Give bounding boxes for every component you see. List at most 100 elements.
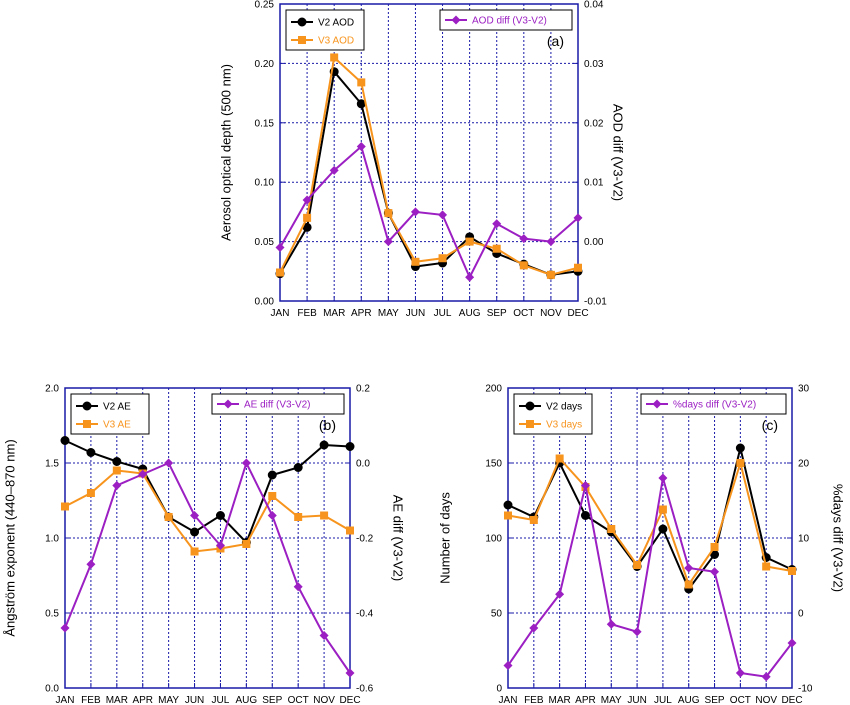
data-point bbox=[319, 440, 329, 450]
x-tick-label: MAR bbox=[323, 308, 345, 319]
x-tick-label: AUG bbox=[236, 695, 258, 705]
panel-label: (b) bbox=[319, 417, 336, 433]
data-point bbox=[410, 207, 420, 217]
y-tick-label: 50 bbox=[491, 609, 503, 620]
data-point bbox=[492, 244, 501, 253]
legend-label: AOD diff (V3-V2) bbox=[472, 16, 547, 27]
y2-tick-label: 10 bbox=[798, 534, 810, 545]
chart-panel-c: JAN FEB MAR APR MAY JUN JUL AUG SEP OCT NOV DEC 0 50 1… bbox=[438, 384, 846, 705]
x-tick-label: OCT bbox=[730, 695, 751, 705]
data-point bbox=[275, 243, 285, 253]
data-point bbox=[267, 470, 277, 480]
series-line bbox=[279, 69, 579, 276]
y2-tick-label: 20 bbox=[798, 459, 810, 470]
legend-marker bbox=[652, 399, 662, 409]
y-tick-label: 0.00 bbox=[255, 297, 275, 308]
data-point bbox=[503, 661, 513, 670]
legend-label: V2 days bbox=[546, 402, 582, 413]
legend-label: V2 AOD bbox=[318, 18, 354, 29]
data-point bbox=[710, 543, 719, 551]
y2-tick-label: -10 bbox=[798, 684, 813, 695]
data-point bbox=[190, 527, 200, 537]
y2-axis-title: AOD diff (V3-V2) bbox=[610, 104, 625, 201]
y2-tick-label: 0 bbox=[798, 609, 804, 620]
data-point bbox=[294, 513, 303, 521]
legend-box bbox=[640, 393, 787, 415]
y-tick-label: 0.5 bbox=[45, 609, 59, 620]
x-tick-label: DEC bbox=[781, 695, 802, 705]
y2-tick-label: 0.02 bbox=[584, 118, 604, 129]
grid bbox=[280, 4, 578, 301]
data-point bbox=[60, 436, 70, 445]
x-tick-label: DEC bbox=[567, 308, 588, 319]
y2-tick-label: 0.03 bbox=[584, 59, 604, 70]
data-point bbox=[345, 442, 355, 451]
data-point bbox=[303, 213, 312, 222]
x-tick-label: APR bbox=[575, 695, 596, 705]
y2-tick-label: 30 bbox=[798, 384, 810, 395]
data-point bbox=[580, 511, 590, 520]
y-axis-title: Aerosol optical depth (500 nm) bbox=[219, 64, 234, 241]
data-point bbox=[293, 463, 303, 472]
y-tick-label: 1.5 bbox=[45, 459, 59, 470]
y2-axis-title: AE diff (V3-V2) bbox=[390, 495, 405, 581]
x-tick-label: NOV bbox=[755, 695, 777, 705]
data-point bbox=[330, 53, 339, 62]
series-aod-diff-v3-v2- bbox=[275, 142, 583, 282]
data-point bbox=[465, 237, 474, 246]
legend-marker bbox=[451, 15, 461, 25]
data-point bbox=[465, 272, 475, 282]
y-tick-label: 1.0 bbox=[45, 534, 59, 545]
y2-tick-label: 0.00 bbox=[584, 237, 604, 248]
x-tick-label: FEB bbox=[297, 308, 317, 319]
data-point bbox=[242, 540, 251, 548]
series-v3-ae bbox=[61, 466, 354, 556]
legend-box bbox=[439, 9, 573, 31]
legend-marker bbox=[83, 420, 91, 428]
y-tick-label: 200 bbox=[485, 384, 502, 395]
data-point bbox=[268, 492, 277, 500]
data-point bbox=[546, 270, 555, 279]
y2-tick-label: 0.01 bbox=[584, 178, 604, 189]
data-point bbox=[320, 511, 329, 520]
legend-label: V3 AE bbox=[103, 420, 131, 431]
plot-frame bbox=[279, 3, 579, 302]
data-point bbox=[267, 511, 277, 520]
x-tick-label: SEP bbox=[262, 695, 282, 705]
data-point bbox=[356, 142, 366, 152]
chart-panel-a: JAN FEB MAR APR MAY JUN JUL AUG SEP OCT NOV DEC 0.00… bbox=[219, 0, 626, 319]
data-point bbox=[787, 638, 797, 648]
data-point bbox=[60, 623, 70, 633]
legend-marker bbox=[82, 401, 92, 411]
series-v2-aod bbox=[275, 67, 583, 280]
data-point bbox=[555, 454, 564, 463]
data-point bbox=[492, 219, 502, 229]
data-point bbox=[607, 525, 616, 533]
data-point bbox=[580, 481, 590, 490]
data-point bbox=[112, 481, 122, 490]
x-tick-label: NOV bbox=[313, 695, 335, 705]
data-point bbox=[411, 257, 420, 266]
data-point bbox=[357, 78, 366, 87]
data-point bbox=[736, 459, 745, 467]
data-point bbox=[190, 511, 200, 520]
x-tick-label: JAN bbox=[56, 695, 75, 705]
data-point bbox=[529, 623, 539, 633]
data-point bbox=[503, 500, 513, 510]
y-axis-title: Ångström exponent (440–870 nm) bbox=[3, 439, 18, 636]
x-tick-label: APR bbox=[132, 695, 153, 705]
data-point bbox=[519, 234, 529, 244]
legend-label: V3 AOD bbox=[318, 36, 354, 47]
y-tick-label: 0.10 bbox=[255, 178, 275, 189]
grid bbox=[508, 388, 792, 688]
data-point bbox=[519, 261, 528, 270]
y-tick-label: 0.0 bbox=[45, 684, 59, 695]
x-tick-label: JAN bbox=[499, 695, 518, 705]
x-tick-label: MAY bbox=[158, 695, 179, 705]
series--days-diff-v3-v2- bbox=[503, 473, 797, 682]
data-point bbox=[112, 466, 121, 475]
series-line bbox=[64, 469, 351, 553]
legend-right: AE diff (V3-V2) bbox=[211, 393, 345, 415]
data-point bbox=[788, 567, 796, 575]
legend-marker bbox=[298, 36, 306, 44]
